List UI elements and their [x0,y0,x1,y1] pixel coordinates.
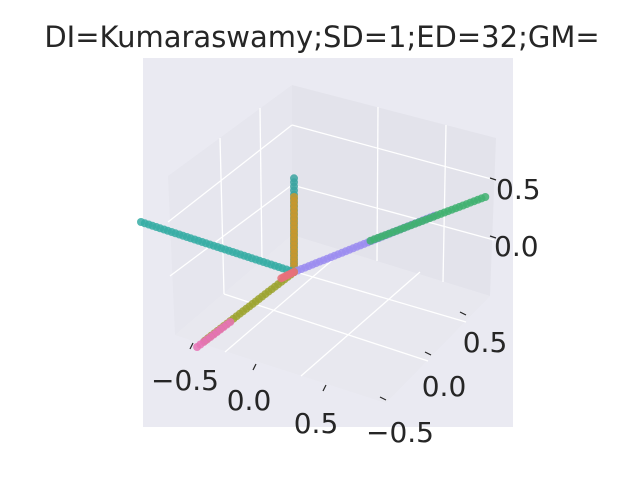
y-tick-label-1: 0.0 [422,370,467,403]
x-tick-label-0: −0.5 [151,364,219,397]
point-origin-cluster-6 [277,274,285,282]
x-tick-label-1: 0.0 [227,384,272,417]
x-tick-label-2: 0.5 [294,407,339,440]
point-arm-lower-left-overlap-10 [193,343,201,351]
point-arm-vertical-up-23 [290,174,298,182]
z-tick-label-0: 0.5 [496,173,541,206]
point-arm-right-far-31 [481,193,489,201]
point-arm-vertical-up-overlap-17 [290,193,298,201]
point-arm-upper-left-40 [137,218,145,226]
y-tick-label-0: 0.5 [463,326,508,359]
y-tick-label-2: −0.5 [366,416,434,449]
z-tick-label-1: 0.0 [494,230,539,263]
series-arm-vertical-up-overlap [290,193,298,270]
chart-title: DI=Kumaraswamy;SD=1;ED=32;GM= [44,20,599,54]
